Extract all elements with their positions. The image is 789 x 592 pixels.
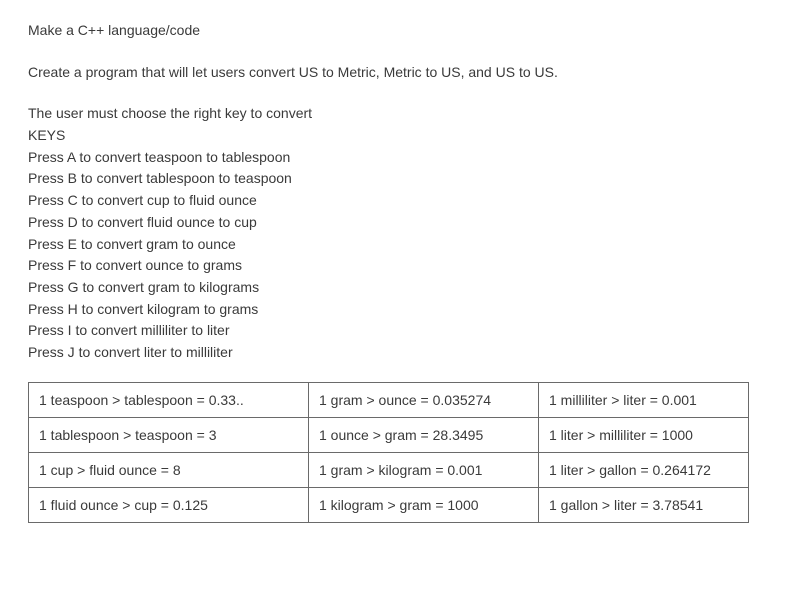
key-line: Press J to convert liter to milliliter	[28, 342, 761, 364]
table-row: 1 tablespoon > teaspoon = 3 1 ounce > gr…	[29, 417, 749, 452]
table-cell: 1 ounce > gram = 28.3495	[309, 417, 539, 452]
table-cell: 1 gram > kilogram = 0.001	[309, 452, 539, 487]
key-line: Press G to convert gram to kilograms	[28, 277, 761, 299]
table-cell: 1 milliliter > liter = 0.001	[539, 382, 749, 417]
table-cell: 1 fluid ounce > cup = 0.125	[29, 487, 309, 522]
key-line: Press E to convert gram to ounce	[28, 234, 761, 256]
heading: Make a C++ language/code	[28, 20, 761, 42]
key-line: Press F to convert ounce to grams	[28, 255, 761, 277]
key-line: Press H to convert kilogram to grams	[28, 299, 761, 321]
table-cell: 1 gram > ounce = 0.035274	[309, 382, 539, 417]
key-line: Press C to convert cup to fluid ounce	[28, 190, 761, 212]
table-cell: 1 teaspoon > tablespoon = 0.33..	[29, 382, 309, 417]
table-cell: 1 liter > gallon = 0.264172	[539, 452, 749, 487]
table-cell: 1 cup > fluid ounce = 8	[29, 452, 309, 487]
spacer	[28, 83, 761, 103]
table-row: 1 cup > fluid ounce = 8 1 gram > kilogra…	[29, 452, 749, 487]
spacer	[28, 42, 761, 62]
table-cell: 1 gallon > liter = 3.78541	[539, 487, 749, 522]
document-page: Make a C++ language/code Create a progra…	[0, 0, 789, 592]
keys-label: KEYS	[28, 125, 761, 147]
instruction-text: The user must choose the right key to co…	[28, 103, 761, 125]
key-line: Press B to convert tablespoon to teaspoo…	[28, 168, 761, 190]
table-cell: 1 kilogram > gram = 1000	[309, 487, 539, 522]
table-row: 1 teaspoon > tablespoon = 0.33.. 1 gram …	[29, 382, 749, 417]
key-line: Press D to convert fluid ounce to cup	[28, 212, 761, 234]
table-cell: 1 liter > milliliter = 1000	[539, 417, 749, 452]
key-line: Press A to convert teaspoon to tablespoo…	[28, 147, 761, 169]
key-line: Press I to convert milliliter to liter	[28, 320, 761, 342]
intro-text: Create a program that will let users con…	[28, 62, 761, 84]
conversion-table: 1 teaspoon > tablespoon = 0.33.. 1 gram …	[28, 382, 749, 523]
table-row: 1 fluid ounce > cup = 0.125 1 kilogram >…	[29, 487, 749, 522]
table-cell: 1 tablespoon > teaspoon = 3	[29, 417, 309, 452]
